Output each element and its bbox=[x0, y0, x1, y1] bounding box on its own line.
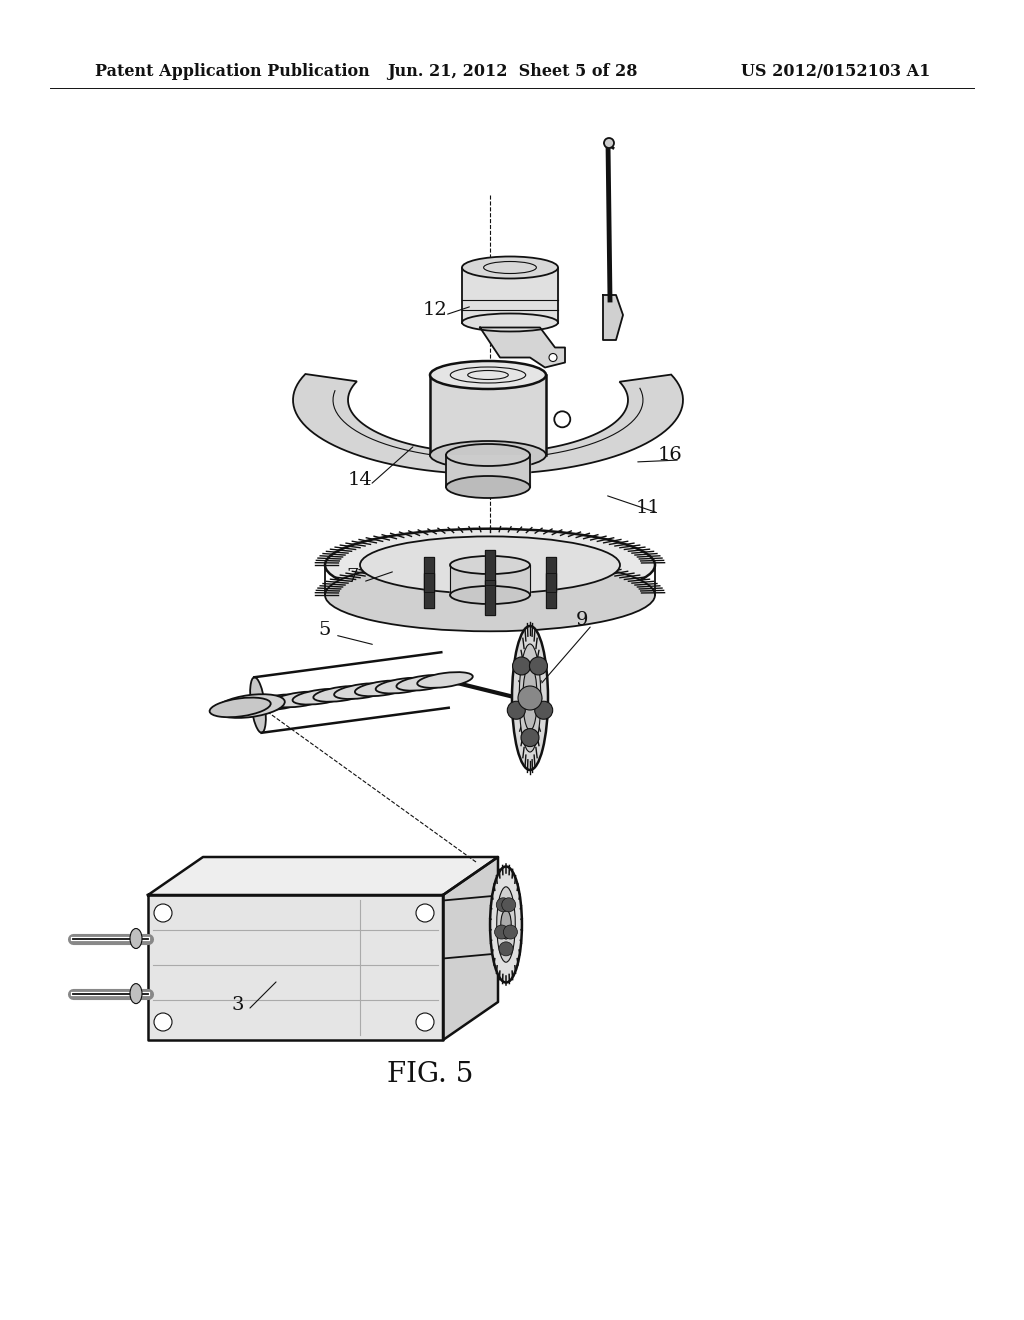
Circle shape bbox=[497, 898, 510, 912]
Ellipse shape bbox=[490, 866, 522, 982]
Polygon shape bbox=[546, 557, 556, 593]
Text: 9: 9 bbox=[575, 611, 588, 630]
Ellipse shape bbox=[271, 692, 328, 708]
Circle shape bbox=[549, 354, 557, 362]
Ellipse shape bbox=[293, 689, 348, 705]
Text: Patent Application Publication: Patent Application Publication bbox=[95, 63, 370, 81]
Ellipse shape bbox=[325, 529, 655, 602]
Polygon shape bbox=[485, 581, 495, 615]
Circle shape bbox=[416, 904, 434, 921]
Ellipse shape bbox=[376, 677, 431, 693]
Ellipse shape bbox=[519, 644, 541, 752]
Polygon shape bbox=[603, 294, 623, 341]
Circle shape bbox=[507, 701, 525, 719]
Text: US 2012/0152103 A1: US 2012/0152103 A1 bbox=[740, 63, 930, 81]
Polygon shape bbox=[443, 895, 498, 958]
Polygon shape bbox=[480, 327, 565, 367]
Text: Jun. 21, 2012  Sheet 5 of 28: Jun. 21, 2012 Sheet 5 of 28 bbox=[387, 63, 637, 81]
Ellipse shape bbox=[355, 681, 411, 696]
Circle shape bbox=[529, 657, 548, 675]
Ellipse shape bbox=[325, 558, 655, 631]
Ellipse shape bbox=[523, 665, 538, 730]
Polygon shape bbox=[148, 895, 443, 1040]
Circle shape bbox=[521, 729, 539, 747]
Ellipse shape bbox=[251, 694, 306, 710]
Polygon shape bbox=[424, 557, 434, 593]
Circle shape bbox=[604, 139, 614, 148]
Circle shape bbox=[502, 898, 516, 912]
Circle shape bbox=[554, 412, 570, 428]
Ellipse shape bbox=[462, 314, 558, 331]
Polygon shape bbox=[148, 857, 498, 895]
Text: 3: 3 bbox=[231, 997, 245, 1014]
Ellipse shape bbox=[130, 983, 142, 1003]
Text: 12: 12 bbox=[423, 301, 447, 319]
Ellipse shape bbox=[130, 928, 142, 949]
Ellipse shape bbox=[417, 672, 473, 688]
Text: 7: 7 bbox=[347, 568, 359, 586]
Polygon shape bbox=[424, 573, 434, 607]
Circle shape bbox=[495, 925, 509, 939]
Ellipse shape bbox=[430, 360, 546, 389]
Circle shape bbox=[504, 925, 517, 939]
Ellipse shape bbox=[396, 675, 452, 690]
Ellipse shape bbox=[215, 694, 285, 718]
Polygon shape bbox=[450, 565, 530, 595]
Ellipse shape bbox=[360, 536, 620, 594]
Text: 5: 5 bbox=[318, 620, 331, 639]
Circle shape bbox=[535, 701, 553, 719]
Polygon shape bbox=[546, 573, 556, 607]
Polygon shape bbox=[446, 455, 530, 487]
Ellipse shape bbox=[512, 626, 548, 770]
Text: 11: 11 bbox=[636, 499, 660, 517]
Ellipse shape bbox=[430, 441, 546, 469]
Ellipse shape bbox=[210, 697, 270, 717]
Polygon shape bbox=[293, 374, 683, 474]
Circle shape bbox=[513, 657, 530, 675]
Ellipse shape bbox=[462, 256, 558, 279]
Ellipse shape bbox=[250, 677, 266, 733]
Circle shape bbox=[416, 1012, 434, 1031]
Ellipse shape bbox=[497, 887, 515, 962]
Circle shape bbox=[154, 1012, 172, 1031]
Circle shape bbox=[154, 904, 172, 921]
Circle shape bbox=[499, 942, 513, 956]
Circle shape bbox=[518, 686, 542, 710]
Ellipse shape bbox=[450, 586, 530, 605]
Ellipse shape bbox=[446, 477, 530, 498]
Ellipse shape bbox=[501, 909, 511, 939]
Polygon shape bbox=[430, 375, 546, 455]
Polygon shape bbox=[485, 549, 495, 585]
Polygon shape bbox=[462, 268, 558, 322]
Ellipse shape bbox=[230, 697, 286, 713]
Ellipse shape bbox=[313, 686, 369, 702]
Polygon shape bbox=[443, 857, 498, 1040]
Ellipse shape bbox=[334, 684, 390, 700]
Text: 16: 16 bbox=[657, 446, 682, 465]
Ellipse shape bbox=[450, 556, 530, 574]
Text: 14: 14 bbox=[347, 471, 373, 488]
Text: FIG. 5: FIG. 5 bbox=[387, 1061, 473, 1089]
